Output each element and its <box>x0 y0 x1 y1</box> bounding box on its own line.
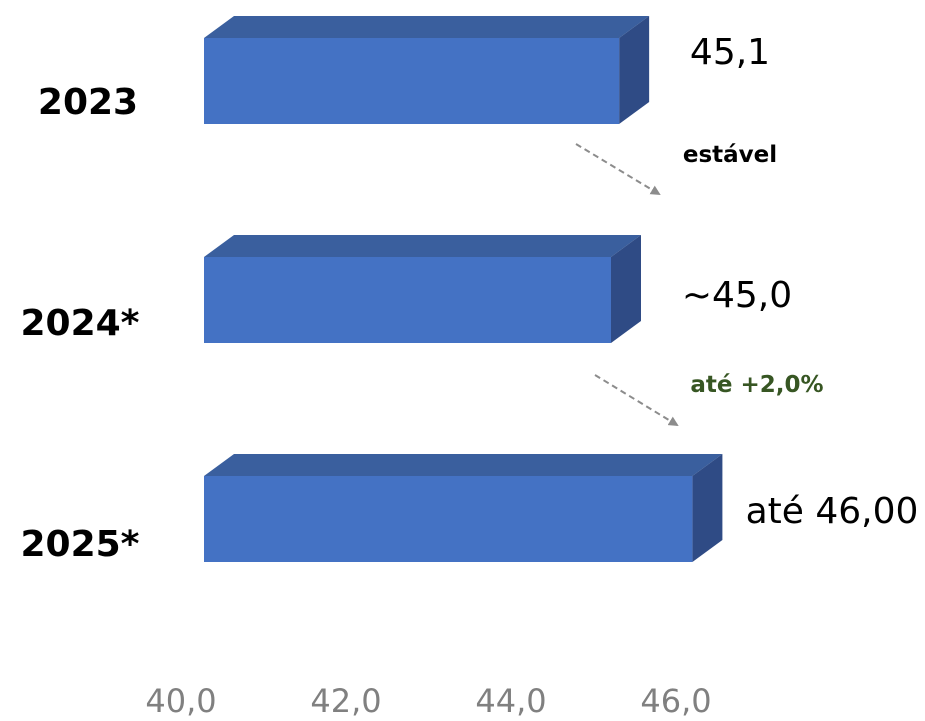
bar-2023 <box>204 16 650 124</box>
bar-2025 <box>204 454 723 562</box>
value-label-2025: até 46,00 <box>746 491 919 532</box>
bar-front-face <box>204 38 620 124</box>
bars-group <box>204 16 723 562</box>
category-label-2025: 2025* <box>20 524 139 565</box>
bar-front-face <box>204 476 693 562</box>
annotation-arrow <box>594 374 679 427</box>
category-label-2023: 2023 <box>38 82 138 123</box>
annotation-arrows-group <box>575 143 679 427</box>
bar-2024 <box>204 235 641 343</box>
bar-top-face <box>204 235 641 257</box>
annotation-label-stable: estável <box>683 142 777 168</box>
bar-side-face <box>619 16 650 124</box>
x-tick-label: 44,0 <box>475 682 546 720</box>
annotation-arrow <box>575 143 661 196</box>
value-label-2023: 45,1 <box>690 32 770 73</box>
category-label-2024: 2024* <box>20 303 139 344</box>
x-tick-label: 40,0 <box>145 682 216 720</box>
annotation-label-growth: até +2,0% <box>690 372 823 398</box>
value-label-2024: ~45,0 <box>682 275 792 316</box>
x-tick-label: 46,0 <box>640 682 711 720</box>
bar-top-face <box>204 16 650 38</box>
bar-side-face <box>692 454 723 562</box>
bar-top-face <box>204 454 723 476</box>
bar-front-face <box>204 257 611 343</box>
bar-side-face <box>611 235 641 343</box>
x-tick-label: 42,0 <box>310 682 381 720</box>
